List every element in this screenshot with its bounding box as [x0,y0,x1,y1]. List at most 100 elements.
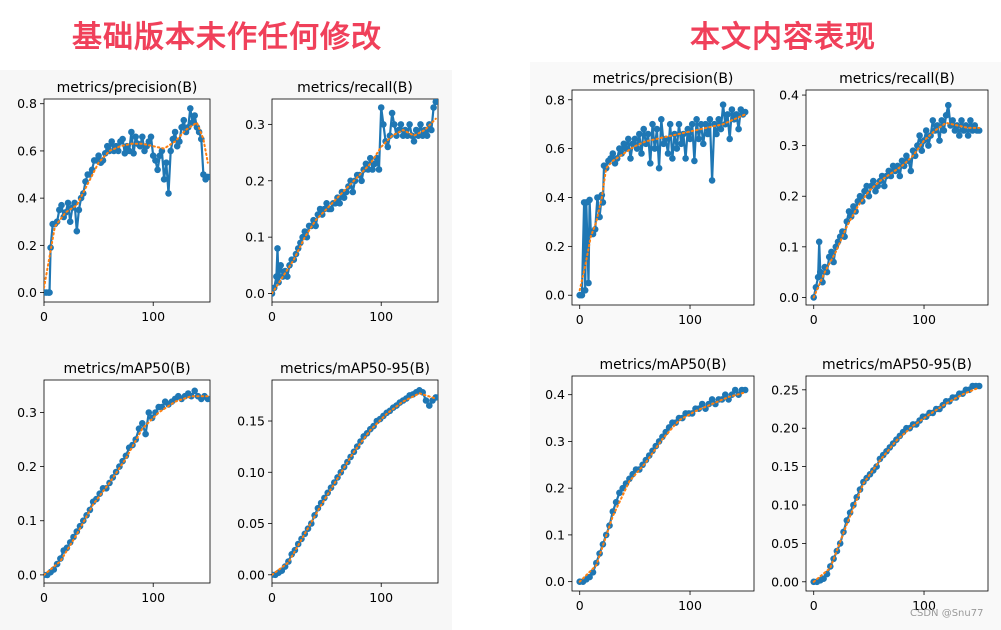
data-point [391,121,398,128]
data-point [719,101,727,108]
data-point [881,182,888,190]
data-point [708,396,716,403]
data-point [423,132,431,139]
y-tick-label: 0.2 [545,239,565,254]
data-point [728,106,736,113]
data-point [817,268,824,276]
x-tick-label: 100 [678,598,702,613]
y-tick-label: 0.0 [545,288,565,303]
data-point [964,132,972,139]
plot-content [272,387,438,579]
data-point [918,147,926,154]
data-point [108,138,115,145]
x-tick-label: 0 [576,598,584,613]
data-point [659,433,666,441]
data-point [636,130,643,138]
data-point [828,248,835,256]
data-point [850,203,857,210]
data-point [688,120,696,128]
chart-baseline-0: metrics/precision(B) 0.0 0.2 0.4 0.6 0.8 0 100 [17,80,211,324]
data-point [412,126,420,134]
chart-title: metrics/recall(B) [297,80,413,96]
y-tick-label: 0.2 [545,481,565,496]
data-point [586,573,593,581]
data-point [139,133,146,141]
chart-title: metrics/precision(B) [593,71,734,87]
data-point [731,386,739,394]
y-tick-label: 0.00 [771,574,799,589]
data-point [741,386,749,394]
data-point [638,150,645,157]
data-point [856,192,864,200]
data-point [845,208,853,215]
y-tick-label: 0.0 [779,290,799,305]
plot-content [44,387,210,579]
data-point [825,253,833,261]
data-point [430,104,437,111]
x-tick-label: 0 [268,309,276,324]
data-point [167,147,174,155]
data-point [274,245,281,252]
data-point [377,104,385,111]
x-tick-label: 100 [678,312,702,327]
plot-content [576,386,749,585]
data-point [191,387,198,395]
x-tick-label: 0 [268,590,276,605]
data-point [581,287,589,294]
data-point [406,121,413,128]
y-tick-label: 0.05 [771,536,799,551]
data-point [204,173,210,181]
chart-title: metrics/recall(B) [839,71,955,87]
data-point [631,135,639,143]
smooth-line [578,391,747,583]
data-point [706,116,714,123]
data-point [691,157,698,165]
data-point [914,142,921,149]
data-point [165,190,172,197]
y-tick-label: 0.10 [771,498,799,513]
y-tick-label: 0.2 [17,238,37,253]
y-tick-label: 0.20 [771,421,799,436]
data-point [713,130,720,138]
data-point [589,569,597,576]
chart-title: metrics/mAP50(B) [599,357,726,373]
plot-content [576,101,749,299]
data-point [627,155,634,162]
y-tick-label: 0.4 [17,191,37,206]
proposed-heading: 本文内容表现 [690,20,876,55]
data-point [726,135,733,143]
data-point [693,116,700,123]
data-point [872,187,879,195]
plot-area [271,379,439,584]
data-point [929,117,937,124]
chart-proposed-3: metrics/mAP50-95(B) 0.00 0.05 0.10 0.15 0.20 0… [771,357,989,613]
y-tick-label: 0.6 [545,141,565,156]
data-point [336,200,344,207]
chart-title: metrics/precision(B) [57,80,198,96]
data-point [644,130,652,138]
data-point [907,167,915,175]
y-tick-label: 0.15 [237,414,265,429]
smooth-line [44,121,209,289]
data-point [187,105,194,112]
data-point [677,140,685,148]
data-point [375,166,383,173]
y-tick-label: 0.2 [779,189,799,204]
x-tick-label: 100 [369,590,393,605]
data-point [132,133,139,141]
data-point [938,117,945,124]
y-tick-label: 0.2 [17,459,37,474]
data-point [204,395,210,403]
y-tick-label: 0.3 [245,117,265,132]
y-tick-label: 0.0 [545,574,565,589]
data-point [160,176,168,183]
data-point [277,262,285,269]
data-point [180,116,188,124]
data-point [145,409,153,416]
x-tick-label: 100 [141,309,165,324]
data-point [735,125,742,133]
y-tick-label: 0.4 [545,387,565,402]
data-point [715,116,722,123]
data-point [945,101,952,109]
data-point [815,238,823,246]
